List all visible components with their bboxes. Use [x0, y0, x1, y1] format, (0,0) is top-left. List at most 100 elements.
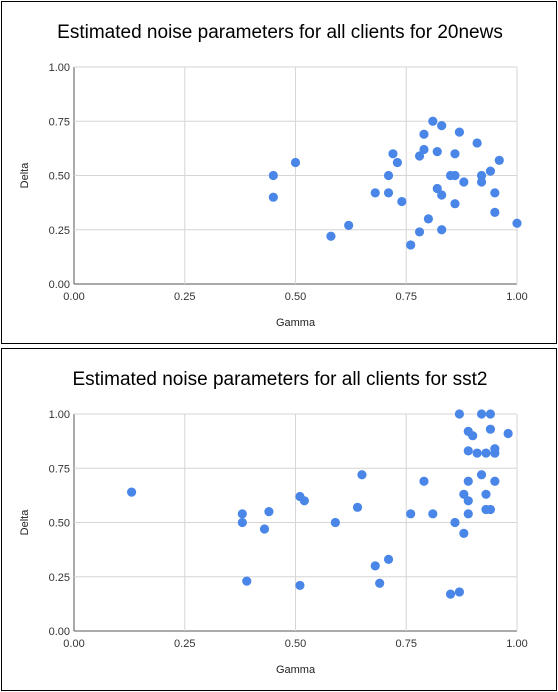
x-tick-label: 0.00 — [63, 638, 84, 650]
y-tick-label: 0.75 — [49, 116, 70, 128]
data-point — [268, 192, 278, 202]
data-point — [326, 231, 336, 241]
data-point — [459, 489, 469, 499]
data-point — [485, 424, 496, 434]
data-point — [352, 502, 363, 512]
data-point — [459, 177, 469, 187]
data-point — [437, 225, 447, 235]
data-point — [383, 188, 394, 198]
scatter-chart-sst2: Estimated noise parameters for all clien… — [19, 369, 528, 676]
chart-title: Estimated noise parameters for all clien… — [57, 22, 503, 43]
data-point — [437, 120, 447, 131]
data-point — [472, 448, 482, 458]
y-axis-label: Delta — [19, 162, 31, 189]
y-tick-label: 1.00 — [49, 409, 70, 421]
data-point — [476, 177, 487, 187]
data-point — [290, 157, 301, 168]
scatter-chart-20news: Estimated noise parameters for all clien… — [19, 22, 528, 329]
data-point — [414, 151, 425, 161]
chart-panel-20news: Estimated noise parameters for all clien… — [1, 1, 557, 344]
data-point — [242, 576, 252, 586]
data-point — [450, 517, 460, 528]
data-point — [476, 170, 487, 181]
y-tick-label: 0.50 — [49, 171, 70, 183]
data-point — [490, 188, 500, 198]
data-point — [264, 507, 274, 517]
data-point — [485, 504, 496, 515]
y-tick-label: 0.25 — [49, 225, 70, 237]
data-point — [463, 509, 473, 519]
data-point — [259, 524, 270, 534]
data-point — [454, 409, 465, 419]
x-tick-label: 0.00 — [63, 291, 84, 303]
data-point — [419, 129, 429, 139]
data-point — [428, 116, 438, 126]
x-tick-label: 1.00 — [506, 638, 527, 650]
data-point — [392, 157, 402, 168]
data-point — [450, 199, 460, 209]
x-tick-label: 0.25 — [174, 638, 195, 650]
data-point — [481, 448, 491, 458]
data-point — [419, 476, 429, 486]
data-point — [490, 476, 500, 486]
data-point — [299, 496, 309, 506]
data-point — [481, 489, 491, 499]
data-point — [397, 196, 407, 207]
data-point — [388, 149, 398, 159]
data-point — [472, 138, 482, 148]
data-point — [428, 509, 438, 519]
x-axis-label: Gamma — [276, 664, 316, 676]
data-point — [450, 170, 460, 181]
y-tick-label: 0.75 — [49, 463, 70, 475]
y-axis-label: Delta — [19, 509, 31, 536]
data-point — [490, 207, 500, 217]
data-point — [432, 147, 442, 157]
y-tick-label: 0.00 — [49, 626, 70, 638]
x-tick-label: 0.25 — [174, 291, 195, 303]
data-point — [423, 214, 433, 224]
data-point — [445, 589, 456, 599]
x-tick-label: 0.50 — [285, 638, 306, 650]
data-point — [454, 587, 465, 597]
data-point — [295, 580, 305, 591]
data-point — [330, 517, 340, 528]
data-point — [383, 170, 394, 181]
data-point — [370, 188, 380, 198]
data-point — [463, 446, 473, 456]
x-tick-label: 0.50 — [285, 291, 306, 303]
data-point — [463, 476, 473, 486]
y-tick-label: 0.00 — [49, 279, 70, 291]
data-point — [490, 448, 500, 458]
data-point — [468, 431, 478, 441]
data-point — [414, 227, 425, 237]
data-point — [383, 554, 394, 564]
y-tick-label: 0.50 — [49, 518, 70, 530]
data-point — [454, 127, 465, 137]
data-point — [375, 578, 385, 588]
data-point — [476, 409, 487, 419]
data-point — [370, 561, 380, 571]
x-axis-label: Gamma — [276, 317, 316, 329]
data-point — [494, 155, 504, 165]
data-point — [237, 517, 247, 528]
data-point — [268, 170, 278, 181]
data-point — [503, 428, 513, 439]
data-point — [512, 218, 522, 228]
data-point — [463, 496, 473, 506]
data-point — [419, 144, 429, 155]
data-point — [432, 183, 442, 194]
data-point — [485, 409, 496, 419]
data-point — [485, 166, 496, 176]
data-point — [450, 149, 460, 159]
data-point — [237, 509, 247, 519]
data-point — [476, 470, 487, 480]
data-point — [126, 487, 137, 497]
data-point — [344, 220, 354, 231]
chart-title: Estimated noise parameters for all clien… — [72, 369, 487, 390]
data-point — [437, 190, 447, 200]
data-point — [357, 470, 367, 480]
y-tick-label: 0.25 — [49, 572, 70, 584]
x-tick-label: 1.00 — [506, 291, 527, 303]
data-point — [406, 509, 416, 519]
data-point — [459, 528, 469, 538]
